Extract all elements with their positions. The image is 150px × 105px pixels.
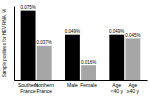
bar — [109, 35, 124, 80]
bar — [81, 65, 96, 80]
bar — [21, 11, 36, 80]
bar — [125, 38, 140, 80]
data-label: 0.045% — [125, 33, 140, 38]
x-tick-label: Age≥40 y — [127, 82, 140, 94]
bar — [65, 35, 80, 80]
data-label: 0.016% — [81, 60, 96, 65]
plot: 0.075%0.037%0.049%0.016%0.049%0.045%Sout… — [15, 5, 148, 93]
x-tick-label: NorthernFrance — [35, 82, 55, 94]
y-axis — [14, 7, 15, 81]
x-tick-label: Age<40 y — [111, 82, 124, 94]
y-axis-title: Sample positives for HEV RNA, % — [2, 9, 7, 77]
data-label: 0.075% — [20, 5, 35, 10]
data-label: 0.037% — [37, 40, 52, 45]
data-label: 0.049% — [109, 29, 124, 34]
data-label: 0.049% — [65, 29, 80, 34]
x-tick-label: Female — [80, 82, 97, 88]
x-tick-label: Male — [67, 82, 78, 88]
x-axis — [15, 80, 148, 81]
y-axis-line — [14, 7, 15, 81]
bars — [21, 11, 141, 80]
bar — [37, 46, 52, 80]
x-axis-line — [15, 80, 148, 81]
chart: 0.075%0.037%0.049%0.016%0.049%0.045%Sout… — [0, 0, 150, 105]
